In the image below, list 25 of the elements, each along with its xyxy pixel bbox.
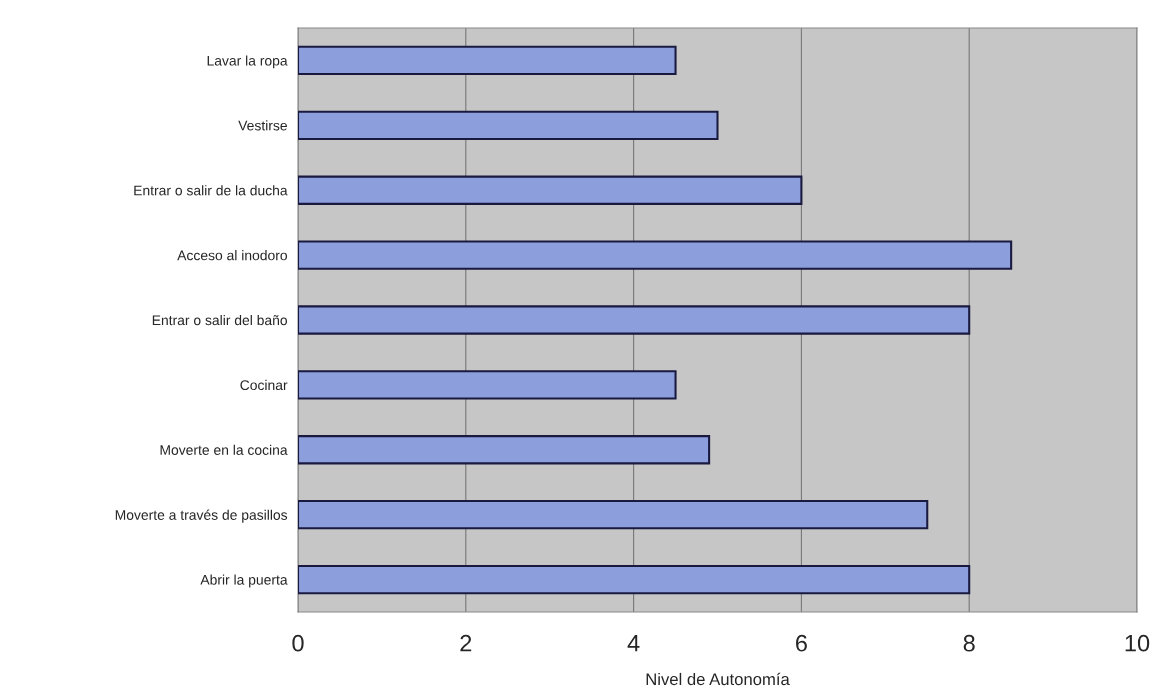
bar <box>298 370 677 400</box>
x-tick-label: 8 <box>963 634 975 652</box>
x-axis-title: Nivel de Autonomía <box>646 672 790 686</box>
y-tick-label: Moverte en la cocina <box>160 444 288 455</box>
y-tick-label: Lavar la ropa <box>207 55 288 69</box>
x-tick-label: 6 <box>796 634 807 652</box>
bar <box>298 175 803 205</box>
bar <box>298 435 711 465</box>
x-tick-label: 4 <box>627 635 640 652</box>
bar <box>298 500 929 530</box>
y-tick-label: Cocinar <box>240 379 288 391</box>
x-tick-label: 10 <box>1125 634 1150 652</box>
y-tick-label: Acceso al inodoro <box>177 250 288 261</box>
y-tick-label: Entrar o salir del baño <box>152 314 288 326</box>
bar <box>298 305 971 335</box>
y-tick-label: Abrir la puerta <box>200 574 288 588</box>
x-tick-label: 2 <box>460 634 472 652</box>
y-tick-label: Moverte a través de pasillos <box>115 509 288 523</box>
bar <box>298 110 719 140</box>
bar <box>298 45 677 76</box>
x-tick-label: 0 <box>292 634 304 652</box>
bar <box>298 240 1013 270</box>
y-tick-label: Entrar o salir de la ducha <box>134 185 288 196</box>
y-tick-label: Vestirse <box>238 120 287 131</box>
bar <box>298 564 971 595</box>
